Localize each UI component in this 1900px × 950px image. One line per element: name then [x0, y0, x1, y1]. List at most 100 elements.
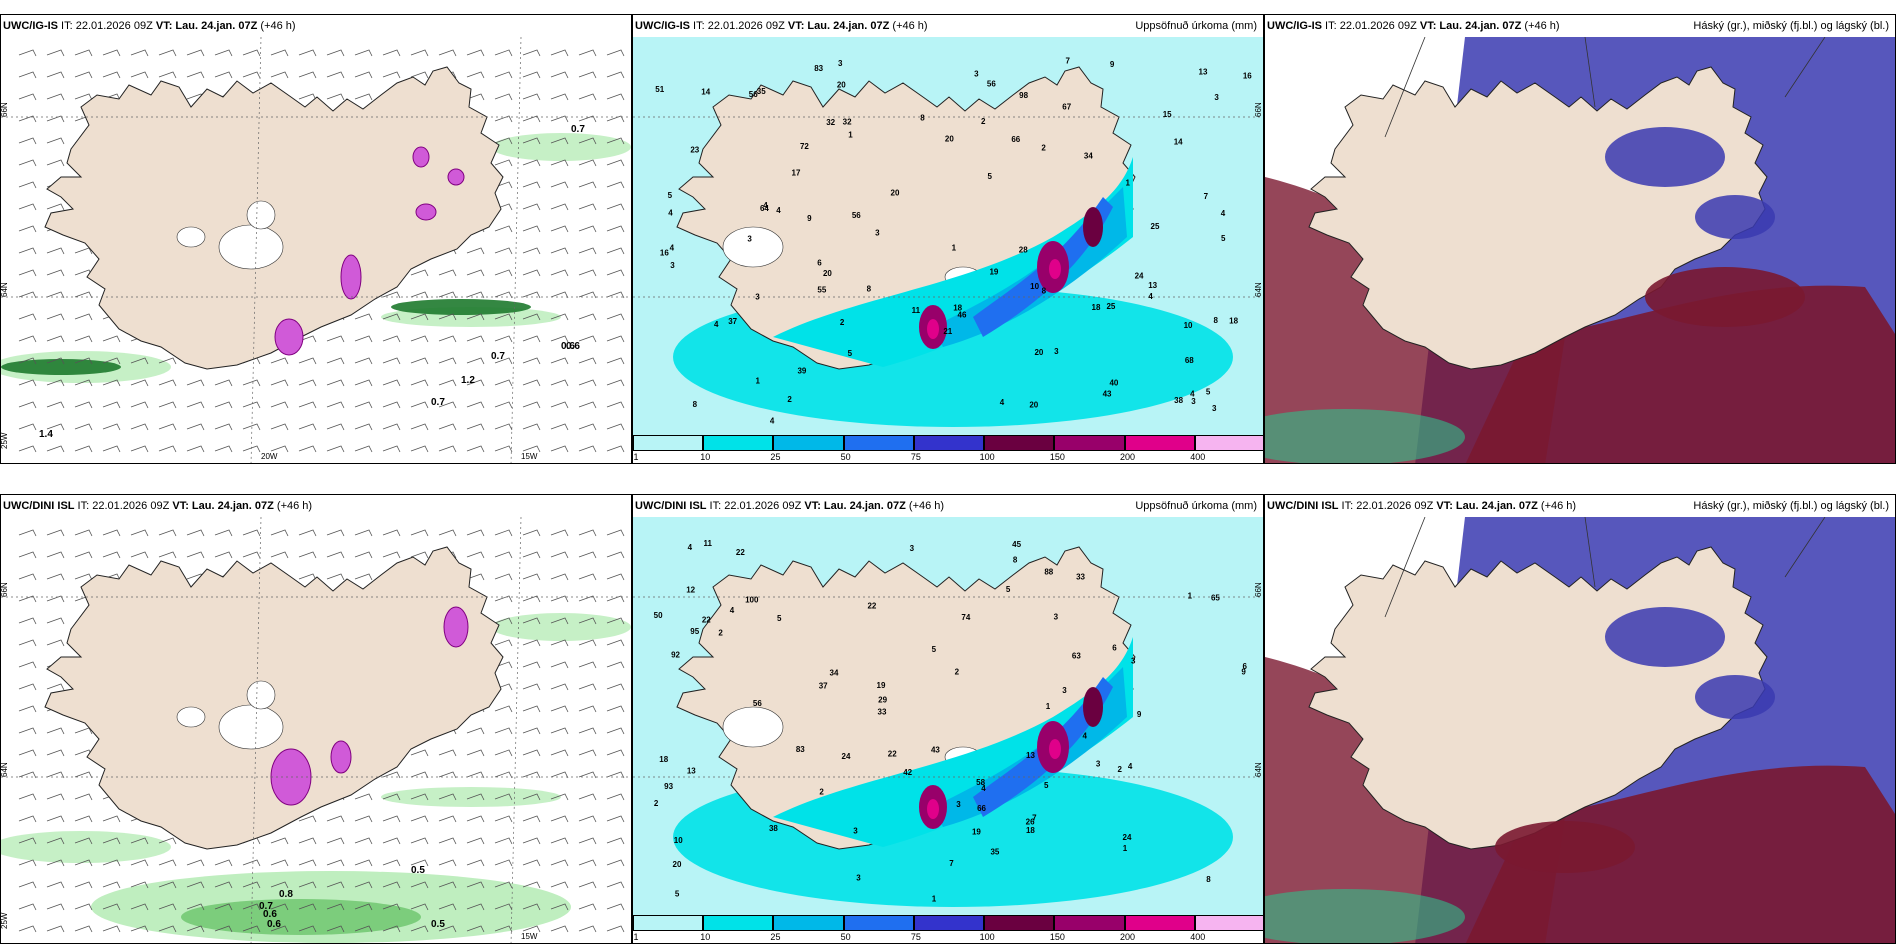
precip-value: 9 [1137, 710, 1142, 719]
precip-value: 4 [1128, 762, 1133, 771]
wind-barb [102, 903, 121, 911]
wind-barb [270, 551, 289, 559]
wind-barb [130, 401, 149, 409]
wind-barb [102, 859, 121, 867]
cloud-map [1265, 37, 1895, 463]
wind-barb [466, 793, 485, 801]
wind-barb [18, 423, 37, 431]
wind-barb [354, 423, 373, 431]
contour-label: 1.4 [39, 429, 53, 440]
wind-barb [18, 291, 37, 299]
wind-barb [438, 749, 457, 757]
wind-barb [606, 203, 625, 211]
high-cloud-area [1645, 267, 1805, 327]
precip-cell [1049, 259, 1061, 279]
wind-barb [102, 49, 121, 57]
panel-wind-ig: UWC/IG-IS IT: 22.01.2026 09Z VT: Lau. 24… [0, 14, 632, 464]
wind-barb [606, 335, 625, 343]
precip-value: 5 [668, 191, 673, 200]
panel-precip-ig: UWC/IG-IS IT: 22.01.2026 09Z VT: Lau. 24… [632, 14, 1264, 464]
precip-value: 6 [1243, 662, 1248, 671]
wind-barb [494, 661, 513, 669]
wind-barb [522, 379, 541, 387]
wind-barb [74, 401, 93, 409]
wind-barb [102, 71, 121, 79]
wind-barb [494, 727, 513, 735]
wind-barb [382, 551, 401, 559]
precip-area [933, 187, 1127, 347]
precip-value: 51 [655, 85, 664, 94]
precip-value: 66 [1011, 135, 1020, 144]
wind-barb [74, 445, 93, 453]
wind-barb [74, 423, 93, 431]
wind-barb [298, 335, 317, 343]
precip-value: 34 [1084, 152, 1093, 161]
wind-barb [326, 529, 345, 537]
wind-barb [382, 881, 401, 889]
wind-barb [550, 837, 569, 845]
wind-barb [438, 379, 457, 387]
wind-barb [46, 159, 65, 167]
wind-barb [494, 93, 513, 101]
precip-value: 1 [1046, 702, 1051, 711]
wind-barb [46, 445, 65, 453]
wind-barb [550, 291, 569, 299]
wind-barb [438, 313, 457, 321]
wind-barb [410, 925, 429, 933]
wind-barb [242, 925, 261, 933]
wind-barb [354, 49, 373, 57]
precip-value: 7 [1032, 813, 1037, 822]
wind-barb [46, 291, 65, 299]
panel-clouds-dini: UWC/DINI ISL IT: 22.01.2026 09Z VT: Lau.… [1264, 494, 1896, 944]
wind-barb [522, 705, 541, 713]
precip-value: 5 [1006, 585, 1011, 594]
precip-area [1, 359, 121, 375]
precip-value: 7 [949, 859, 954, 868]
precip-value: 12 [686, 586, 695, 595]
colorbar-swatch [703, 435, 774, 451]
precip-value: 56 [749, 90, 758, 99]
wind-barb [578, 881, 597, 889]
wind-barb [270, 837, 289, 845]
precip-value: 3 [1214, 93, 1219, 102]
precip-value: 88 [1044, 567, 1053, 576]
precip-value: 67 [1062, 103, 1071, 112]
wind-barb [410, 379, 429, 387]
precip-cell [412, 146, 430, 168]
wind-barb [522, 727, 541, 735]
wind-barb [158, 49, 177, 57]
wind-barb [186, 551, 205, 559]
wind-barb [606, 573, 625, 581]
wind-barb [494, 837, 513, 845]
wind-barb [578, 639, 597, 647]
precip-value: 5 [848, 349, 853, 358]
wind-barb [214, 423, 233, 431]
wind-barb [466, 335, 485, 343]
wind-barb [74, 815, 93, 823]
wind-barb [578, 269, 597, 277]
precip-value: 18 [1092, 303, 1101, 312]
wind-barb [550, 771, 569, 779]
wind-barb [606, 379, 625, 387]
contour-label: 0.8 [279, 889, 293, 900]
wind-barb [606, 551, 625, 559]
wind-barb [46, 115, 65, 123]
wind-barb [270, 529, 289, 537]
colorbar-swatch [913, 915, 985, 931]
wind-barb [18, 639, 37, 647]
wind-barb [326, 379, 345, 387]
wind-barb [326, 423, 345, 431]
precip-value: 3 [856, 874, 861, 883]
wind-barb [298, 815, 317, 823]
wind-barb [18, 661, 37, 669]
colorbar-swatch [1194, 915, 1263, 931]
wind-barb [270, 925, 289, 933]
wind-barb [102, 379, 121, 387]
wind-barb [438, 357, 457, 365]
wind-barb [522, 445, 541, 453]
precip-map: 66N64N8721610195222133231132535123498674… [633, 517, 1263, 917]
precip-value: 4 [688, 543, 693, 552]
wind-barb [550, 705, 569, 713]
wind-barb [74, 335, 93, 343]
precip-value: 13 [1026, 751, 1035, 760]
